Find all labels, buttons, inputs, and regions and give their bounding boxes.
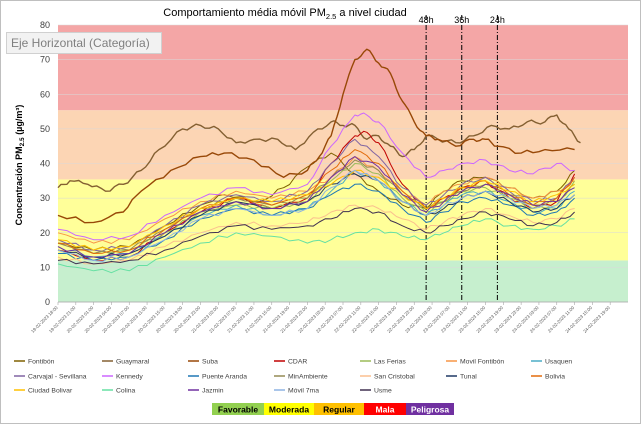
legend-label: Colina [116, 388, 135, 395]
series-line [57, 114, 581, 192]
series-line [57, 48, 575, 224]
series-line [57, 112, 575, 241]
legend-label: Fontibón [28, 359, 55, 366]
legend-label: Suba [202, 359, 218, 366]
category-label: Peligrosa [411, 405, 450, 415]
marker-label-24h: 24h [490, 15, 505, 25]
series-line [57, 218, 575, 274]
series-legend: Fontibón Guaymaral Suba CDAR Las Ferias Movil… [14, 359, 572, 395]
y-tick-label: 30 [40, 193, 50, 203]
series-line [57, 169, 575, 263]
legend-label: Usaquen [545, 359, 572, 366]
y-tick-label: 50 [40, 124, 50, 134]
category-label: Favorable [218, 405, 258, 415]
y-tick-label: 0 [45, 297, 50, 307]
y-tick-label: 80 [40, 20, 50, 30]
legend-label: Carvajal - Sevillana [28, 374, 87, 381]
legend-label: MinAmbiente [288, 374, 328, 381]
category-swatch-moderada [264, 403, 314, 415]
category-bands [58, 25, 628, 302]
legend-label: San Cristobal [374, 374, 415, 381]
category-label: Moderada [269, 405, 309, 415]
series-line [57, 163, 576, 254]
band-favorable [58, 260, 628, 302]
chart-title: Comportamiento média móvil PM2.5 a nivel… [163, 7, 406, 21]
y-axis-label: Concentración PM2.5 (µg/m³) [14, 105, 26, 226]
marker-label-36h: 36h [454, 15, 469, 25]
legend-label: Movil Fontibón [460, 359, 504, 366]
series-line [57, 138, 575, 252]
legend-label: Usme [374, 388, 392, 395]
category-swatch-regular [314, 403, 364, 415]
y-tick-label: 10 [40, 262, 50, 272]
series-line [57, 204, 575, 265]
category-swatch-favorable [212, 403, 264, 415]
time-markers: 48h 36h 24h [419, 15, 505, 302]
series-line [57, 156, 575, 258]
category-label: Regular [323, 405, 355, 415]
legend-label: Móvil 7ma [288, 388, 319, 395]
category-swatch-peligrosa [406, 403, 454, 415]
y-tick-label: 60 [40, 89, 50, 99]
y-axis-ticks: 0 10 20 30 40 50 60 70 80 [40, 20, 50, 307]
legend-label: Bolivia [545, 374, 565, 381]
category-legend: Favorable Moderada Regular Mala Peligrosa [212, 403, 454, 415]
series-line [57, 207, 575, 265]
axis-tooltip: Eje Horizontal (Categoría) [6, 32, 162, 54]
marker-label-48h: 48h [419, 15, 434, 25]
category-label: Mala [376, 405, 395, 415]
band-moderada [58, 179, 628, 261]
series-line [57, 183, 575, 261]
legend-label: Guaymaral [116, 359, 150, 366]
category-swatch-mala [364, 403, 406, 415]
legend-label: Tunal [460, 374, 477, 381]
series-line [57, 149, 576, 254]
y-tick-label: 20 [40, 228, 50, 238]
legend-label: Las Ferias [374, 359, 406, 366]
y-tick-label: 40 [40, 159, 50, 169]
legend-label: CDAR [288, 359, 307, 366]
legend-label: Puente Aranda [202, 374, 247, 381]
y-tick-label: 70 [40, 55, 50, 65]
legend-label: Jazmin [202, 388, 224, 395]
legend-label: Kennedy [116, 374, 143, 381]
series-lines [57, 48, 581, 274]
legend-label: Ciudad Bolivar [28, 388, 73, 395]
series-line [57, 169, 575, 251]
